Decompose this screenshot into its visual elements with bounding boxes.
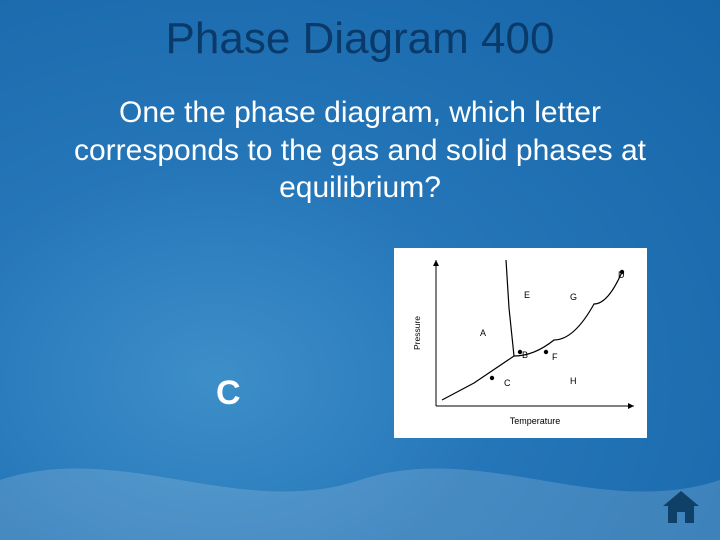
answer-text: C bbox=[216, 374, 241, 413]
svg-text:H: H bbox=[570, 376, 577, 386]
svg-text:G: G bbox=[570, 292, 577, 302]
home-icon[interactable] bbox=[660, 488, 702, 526]
phase-diagram: A B C D E F G H Temperature Pressure bbox=[394, 248, 647, 438]
svg-text:C: C bbox=[504, 378, 511, 388]
svg-text:B: B bbox=[522, 350, 528, 360]
svg-text:Temperature: Temperature bbox=[510, 416, 561, 426]
svg-text:E: E bbox=[524, 290, 530, 300]
slide-title: Phase Diagram 400 bbox=[0, 0, 720, 64]
svg-text:D: D bbox=[618, 270, 625, 280]
svg-text:F: F bbox=[552, 352, 558, 362]
svg-text:Pressure: Pressure bbox=[412, 316, 422, 350]
question-text: One the phase diagram, which letter corr… bbox=[0, 64, 720, 207]
svg-text:A: A bbox=[480, 328, 486, 338]
